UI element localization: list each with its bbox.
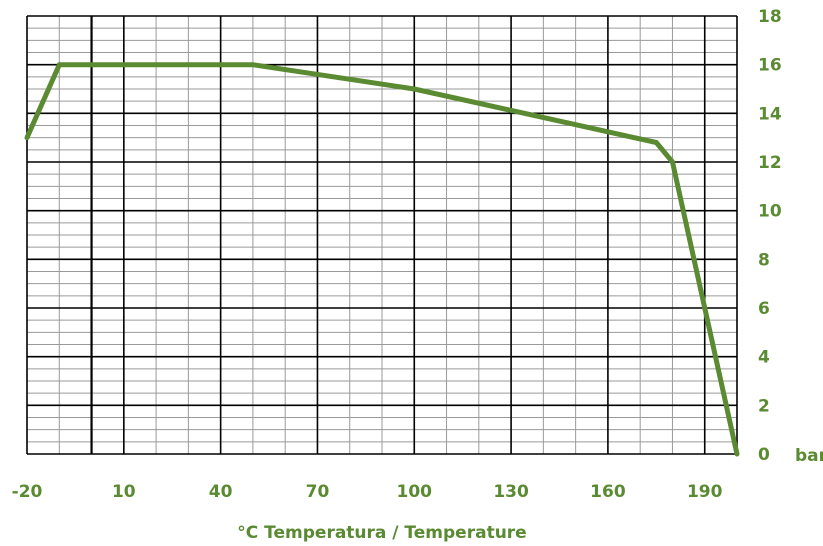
y-tick-labels: 0 2 4 6 8 10 12 14 16 18: [758, 7, 782, 465]
y-tick-label: 4: [758, 348, 770, 368]
x-tick-label: 160: [590, 482, 626, 502]
y-tick-label: 16: [758, 56, 782, 76]
x-tick-label: 100: [397, 482, 433, 502]
y-tick-label: 2: [758, 396, 770, 416]
minor-gridlines: [27, 16, 738, 454]
y-unit-label: bar: [795, 446, 823, 466]
x-tick-label: 70: [306, 482, 330, 502]
x-tick-labels: -20 10 40 70 100 130 160 190: [12, 482, 723, 502]
series-layer: [24, 62, 740, 457]
y-tick-label: 0: [758, 445, 770, 465]
x-tick-label: 130: [493, 482, 529, 502]
x-tick-label: 10: [112, 482, 136, 502]
x-tick-label: 40: [209, 482, 233, 502]
x-tick-label: 190: [687, 482, 723, 502]
x-tick-label: -20: [12, 482, 43, 502]
y-tick-label: 6: [758, 299, 770, 319]
series-line: [24, 62, 740, 457]
y-tick-label: 12: [758, 153, 782, 173]
x-axis-title: °C Temperatura / Temperature: [237, 523, 526, 543]
y-tick-label: 14: [758, 104, 782, 124]
y-tick-label: 18: [758, 7, 782, 27]
y-tick-label: 10: [758, 202, 782, 222]
y-tick-label: 8: [758, 250, 770, 270]
